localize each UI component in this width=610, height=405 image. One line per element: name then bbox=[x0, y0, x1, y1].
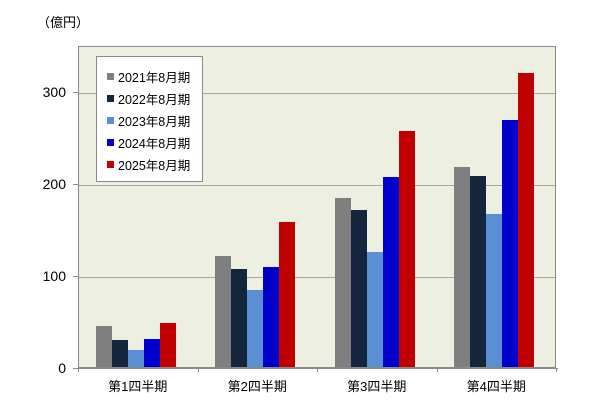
x-tick-mark bbox=[317, 368, 318, 372]
bar-2021年8月期-第3四半期 bbox=[334, 197, 351, 367]
bar-2023年8月期-第2四半期 bbox=[247, 289, 264, 367]
bar-2024年8月期-第2四半期 bbox=[263, 266, 280, 367]
y-tick-label-200: 200 bbox=[42, 176, 66, 192]
bar-2023年8月期-第4四半期 bbox=[486, 214, 503, 367]
legend-item: 2024年8月期 bbox=[107, 131, 190, 153]
legend: 2021年8月期 2022年8月期 2023年8月期 2024年8月期 2025年8月期 bbox=[96, 56, 204, 182]
y-tick-mark bbox=[73, 276, 78, 277]
y-tick-mark bbox=[73, 92, 78, 93]
bar-2022年8月期-第1四半期 bbox=[111, 340, 128, 367]
bar-2025年8月期-第4四半期 bbox=[518, 72, 535, 367]
x-category-label: 第1四半期 bbox=[108, 379, 168, 394]
legend-swatch-icon bbox=[107, 72, 114, 80]
y-tick-mark bbox=[73, 184, 78, 185]
y-tick-label-0: 0 bbox=[58, 360, 66, 376]
x-tick-mark bbox=[78, 368, 79, 372]
legend-swatch-icon bbox=[107, 160, 114, 168]
legend-item: 2022年8月期 bbox=[107, 87, 190, 109]
bar-2021年8月期-第1四半期 bbox=[95, 325, 112, 367]
legend-item: 2023年8月期 bbox=[107, 109, 190, 131]
bar-2022年8月期-第4四半期 bbox=[470, 175, 487, 367]
legend-label: 2024年8月期 bbox=[118, 136, 191, 151]
legend-label: 2023年8月期 bbox=[118, 114, 191, 129]
legend-label: 2025年8月期 bbox=[118, 158, 191, 173]
x-tick-mark bbox=[436, 368, 438, 372]
gridline-300 bbox=[79, 93, 555, 94]
legend-item: 2025年8月期 bbox=[107, 153, 190, 175]
legend-item: 2021年8月期 bbox=[107, 65, 190, 87]
legend-swatch-icon bbox=[107, 138, 114, 146]
x-category-label: 第4四半期 bbox=[466, 379, 526, 394]
bar-2022年8月期-第2四半期 bbox=[231, 268, 248, 367]
y-axis-unit-label: （億円） bbox=[37, 15, 90, 30]
bar-2025年8月期-第2四半期 bbox=[279, 221, 296, 367]
y-tick-mark bbox=[73, 368, 78, 369]
bar-2023年8月期-第3四半期 bbox=[366, 252, 383, 367]
x-category-label: 第2四半期 bbox=[227, 379, 287, 394]
bar-2024年8月期-第1四半期 bbox=[143, 339, 160, 367]
legend-swatch-icon bbox=[107, 116, 114, 124]
bar-2021年8月期-第4四半期 bbox=[454, 167, 471, 367]
gridline-200 bbox=[79, 185, 555, 186]
x-tick-mark bbox=[197, 368, 199, 372]
y-tick-label-100: 100 bbox=[42, 268, 66, 284]
gridline-100 bbox=[79, 277, 555, 278]
bar-2023年8月期-第1四半期 bbox=[127, 350, 144, 367]
bar-2025年8月期-第1四半期 bbox=[159, 322, 176, 367]
bar-2021年8月期-第2四半期 bbox=[215, 255, 232, 367]
x-axis-line bbox=[74, 368, 558, 369]
legend-swatch-icon bbox=[107, 94, 114, 102]
plot-area bbox=[78, 46, 556, 368]
x-tick-mark bbox=[556, 368, 557, 372]
x-category-label: 第3四半期 bbox=[347, 379, 407, 394]
bar-2024年8月期-第3四半期 bbox=[382, 176, 399, 367]
legend-label: 2021年8月期 bbox=[118, 70, 191, 85]
bar-2022年8月期-第3四半期 bbox=[350, 209, 367, 367]
y-tick-label-300: 300 bbox=[42, 84, 66, 100]
bar-2025年8月期-第3四半期 bbox=[398, 130, 415, 367]
legend-label: 2022年8月期 bbox=[118, 92, 191, 107]
bar-2024年8月期-第4四半期 bbox=[502, 120, 519, 367]
